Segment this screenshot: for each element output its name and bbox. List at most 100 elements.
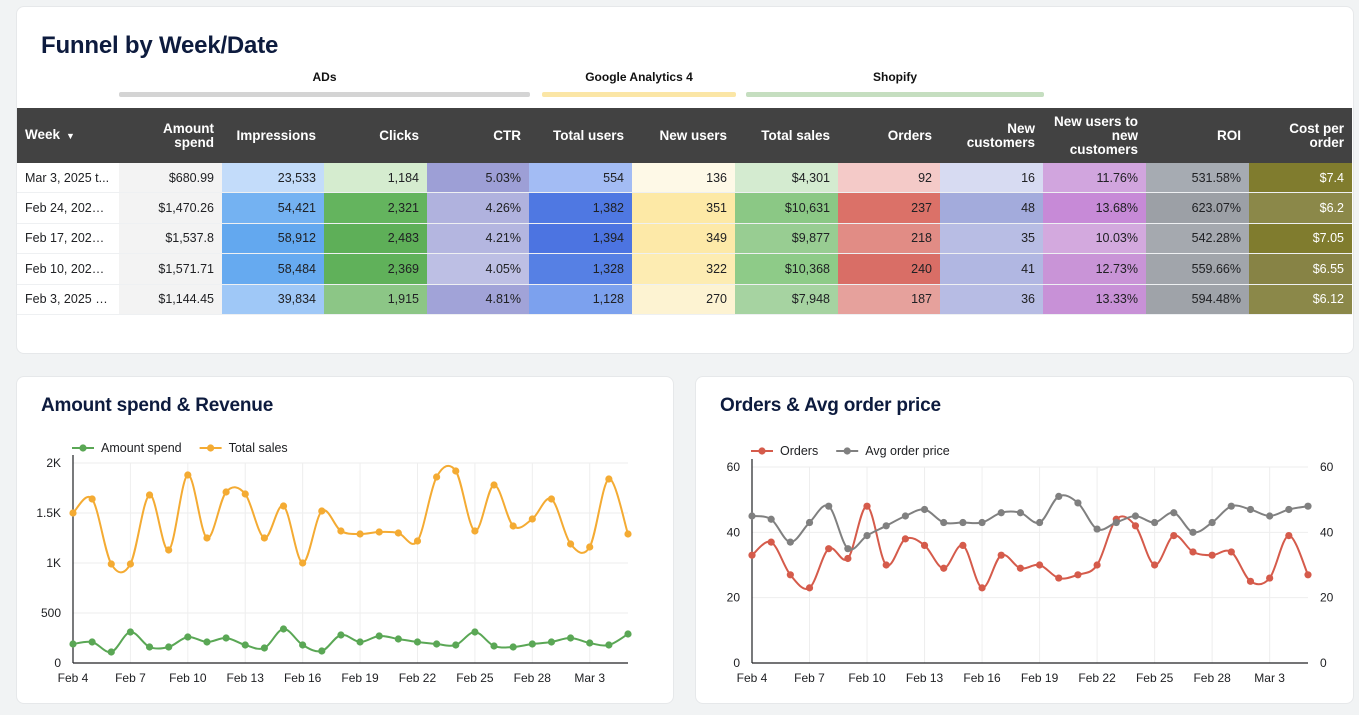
funnel-table: Week ▼ Amount spend Impressions Clicks CT…: [17, 108, 1352, 315]
series-point-0: [528, 640, 536, 648]
series-point-1: [126, 560, 135, 568]
table-cell: 187: [838, 284, 940, 315]
table-cell: 2,483: [324, 223, 427, 255]
column-header-new-users[interactable]: New users: [632, 108, 735, 163]
table-cell: 11.76%: [1043, 163, 1146, 194]
x-tick-label: Feb 10: [169, 671, 207, 685]
series-point-1: [222, 488, 230, 496]
legend-label: Amount spend: [101, 441, 182, 455]
orders-avg-price-card: Orders & Avg order price: [695, 376, 1354, 704]
table-cell: 92: [838, 163, 940, 194]
funnel-title: Funnel by Week/Date: [41, 32, 279, 59]
column-header-amount-spend[interactable]: Amount spend: [119, 108, 222, 163]
series-point-1: [547, 495, 556, 503]
column-header-total-users[interactable]: Total users: [529, 108, 632, 163]
series-point-0: [126, 628, 135, 636]
table-cell: 13.33%: [1043, 284, 1146, 315]
table-cell: 4.21%: [427, 223, 529, 255]
column-header-clicks[interactable]: Clicks: [324, 108, 427, 163]
series-point-1: [260, 534, 268, 542]
table-cell: 240: [838, 253, 940, 285]
table-cell: $7,948: [735, 284, 838, 315]
column-header-new-customers[interactable]: New customers: [940, 108, 1043, 163]
series-point-0: [241, 641, 249, 649]
y-tick-label: 1.5K: [36, 506, 61, 520]
table-cell: 554: [529, 163, 632, 194]
column-header-week[interactable]: Week ▼: [17, 108, 119, 163]
table-row: Feb 17, 2025 t... $1,537.8 58,912 2,483 4.21…: [17, 223, 1352, 255]
series-point-0: [375, 632, 383, 640]
series-point-0: [566, 634, 575, 642]
series-point-0: [356, 638, 364, 646]
table-header-row: Week ▼ Amount spend Impressions Clicks CT…: [17, 108, 1352, 163]
table-cell: $7.4: [1249, 163, 1352, 194]
legend-swatch-dot: [207, 444, 215, 452]
table-cell: 542.28%: [1146, 223, 1249, 255]
x-tick-label: Feb 28: [514, 671, 552, 685]
group-label-ga4: Google Analytics 4: [585, 70, 693, 84]
sort-desc-icon[interactable]: ▼: [66, 131, 75, 141]
series-point-1: [299, 559, 307, 567]
column-header-cost-per-order[interactable]: Cost per order: [1249, 108, 1352, 163]
series-point-1: [452, 467, 460, 475]
table-cell: 16: [940, 163, 1043, 194]
table-cell: 35: [940, 223, 1043, 255]
y-tick-label: 500: [41, 606, 61, 620]
table-cell: $9,877: [735, 223, 838, 255]
column-header-roi[interactable]: ROI: [1146, 108, 1249, 163]
y-tick-label: 1K: [46, 556, 61, 570]
series-point-1: [356, 530, 364, 538]
legend-label: Total sales: [229, 441, 288, 455]
column-header-orders[interactable]: Orders: [838, 108, 940, 163]
table-cell: 322: [632, 253, 735, 285]
table-cell: 10.03%: [1043, 223, 1146, 255]
series-line-1: [72, 464, 629, 574]
series-point-0: [260, 644, 268, 652]
table-cell: 4.26%: [427, 192, 529, 224]
table-cell: 218: [838, 223, 940, 255]
x-tick-label: Mar 3: [574, 671, 605, 685]
table-cell: 1,328: [529, 253, 632, 285]
table-cell: 12.73%: [1043, 253, 1146, 285]
table-cell: $10,631: [735, 192, 838, 224]
table-cell: 48: [940, 192, 1043, 224]
column-header-total-sales[interactable]: Total sales: [735, 108, 838, 163]
series-point-0: [471, 628, 479, 636]
x-tick-label: Feb 25: [456, 671, 494, 685]
series-point-1: [69, 509, 77, 517]
table-cell: 58,912: [222, 223, 324, 255]
series-point-0: [165, 643, 173, 651]
series-point-1: [165, 546, 173, 554]
table-row: Feb 10, 2025 t... $1,571.71 58,484 2,369 4.0…: [17, 253, 1352, 285]
table-cell: 1,184: [324, 163, 427, 194]
group-bar-ga4: [542, 92, 736, 97]
orders-chart-title: Orders & Avg order price: [720, 395, 941, 416]
table-cell: 23,533: [222, 163, 324, 194]
series-point-0: [107, 648, 115, 656]
table-cell: 1,382: [529, 192, 632, 224]
column-header-new-users-to-new-customers[interactable]: New users to new customers: [1043, 108, 1146, 163]
series-point-1: [528, 515, 536, 523]
column-header-impressions[interactable]: Impressions: [222, 108, 324, 163]
table-cell: $7.05: [1249, 223, 1352, 255]
table-cell: 2,321: [324, 192, 427, 224]
series-point-0: [318, 647, 326, 655]
series-point-1: [413, 537, 422, 545]
table-cell: 13.68%: [1043, 192, 1146, 224]
table-cell: 623.07%: [1146, 192, 1249, 224]
series-point-1: [337, 527, 345, 535]
group-label-shopify: Shopify: [873, 70, 917, 84]
table-cell: 39,834: [222, 284, 324, 315]
series-point-0: [452, 641, 460, 649]
group-bar-ads: [119, 92, 530, 97]
table-cell: 349: [632, 223, 735, 255]
series-point-0: [547, 638, 556, 646]
legend-swatch-dot: [79, 444, 87, 452]
column-header-ctr[interactable]: CTR: [427, 108, 529, 163]
series-point-0: [624, 630, 632, 638]
table-row: Feb 24, 2025 t... $1,470.26 54,421 2,321 4.2…: [17, 192, 1352, 224]
week-cell: Feb 10, 2025 t...: [17, 253, 119, 285]
series-point-1: [394, 529, 402, 537]
week-cell: Feb 24, 2025 t...: [17, 192, 119, 224]
series-point-1: [107, 560, 115, 568]
